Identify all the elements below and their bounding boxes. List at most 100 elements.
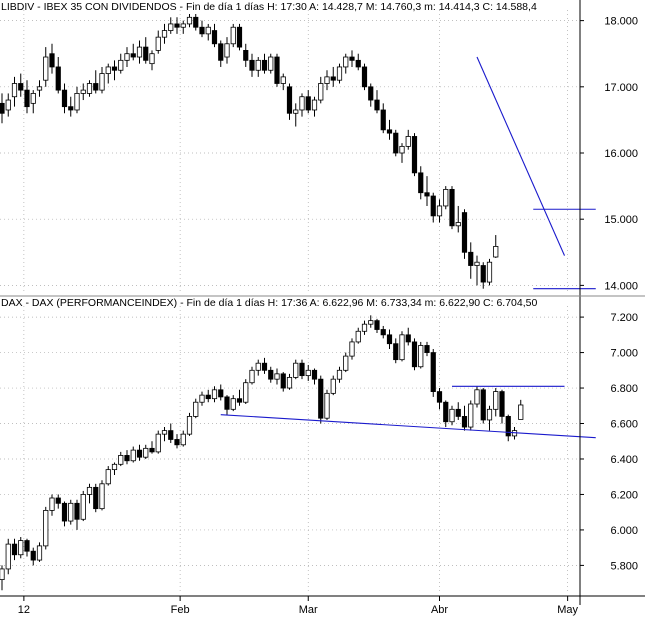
- candle-down: [149, 447, 155, 453]
- candle-up: [455, 222, 461, 227]
- candle-down: [268, 369, 274, 380]
- candle-up: [74, 93, 80, 111]
- candle-up: [286, 376, 293, 389]
- candle-up: [305, 369, 311, 377]
- candle-down: [143, 46, 149, 61]
- candle-down: [274, 56, 280, 84]
- candle-up: [205, 26, 211, 35]
- y-tick-label: 17.000: [604, 82, 638, 94]
- candle-down: [130, 53, 136, 58]
- candle-down: [374, 99, 380, 111]
- candle-down: [436, 391, 443, 403]
- candle-down: [368, 86, 374, 101]
- candle-down: [261, 59, 268, 71]
- candle-down: [393, 343, 399, 361]
- y-tick-label: 7.200: [610, 312, 638, 324]
- candle-up: [0, 568, 5, 580]
- candle-up: [149, 53, 155, 65]
- candle-down: [49, 53, 55, 68]
- candle-up: [361, 323, 368, 332]
- candle-down: [111, 66, 118, 71]
- dax-chart-header: DAX - DAX (PERFORMANCEINDEX) - Fin de dí…: [1, 297, 537, 309]
- candle-down: [430, 195, 436, 217]
- grid-lines: [0, 10, 580, 594]
- candle-down: [124, 455, 130, 462]
- candle-down: [480, 265, 486, 283]
- candle-up: [249, 369, 255, 384]
- candle-up: [324, 76, 330, 84]
- candle-down: [168, 430, 174, 440]
- candle-up: [199, 394, 205, 403]
- candle-up: [436, 205, 443, 217]
- candle-down: [74, 502, 80, 520]
- candle-down: [236, 398, 243, 403]
- x-tick-label: Feb: [171, 604, 190, 616]
- candle-down: [55, 66, 61, 91]
- candle-up: [168, 23, 174, 31]
- candle-up: [105, 66, 111, 74]
- candle-up: [474, 389, 480, 405]
- candle-up: [130, 449, 136, 462]
- candle-down: [430, 352, 436, 392]
- candle-up: [43, 56, 49, 81]
- candle-down: [305, 96, 311, 111]
- candle-down: [0, 102, 5, 114]
- candle-up: [268, 56, 274, 71]
- candle-up: [155, 433, 161, 453]
- candle-up: [99, 483, 105, 510]
- candle-down: [61, 502, 68, 522]
- candle-up: [155, 36, 161, 51]
- candle-down: [480, 389, 486, 421]
- candle-down: [393, 132, 399, 154]
- candle-down: [411, 136, 418, 174]
- candle-down: [11, 543, 18, 556]
- candle-down: [424, 345, 430, 353]
- y-tick-label: 6.200: [610, 489, 638, 501]
- candle-down: [455, 408, 461, 417]
- candle-up: [449, 408, 455, 423]
- candle-down: [505, 416, 511, 437]
- candle-up: [349, 341, 355, 357]
- candle-up: [368, 320, 374, 325]
- candle-down: [468, 251, 474, 266]
- candle-up: [243, 382, 249, 403]
- candles-layer: [0, 14, 524, 591]
- candle-down: [280, 373, 286, 389]
- candle-up: [186, 16, 193, 25]
- candle-down: [405, 334, 411, 343]
- candle-down: [205, 394, 211, 400]
- candle-up: [230, 398, 236, 410]
- candle-down: [349, 56, 355, 61]
- candle-up: [161, 430, 168, 435]
- candle-down: [24, 540, 30, 552]
- candle-down: [224, 396, 230, 410]
- candle-down: [30, 550, 36, 561]
- candle-up: [324, 392, 330, 419]
- candle-up: [399, 334, 405, 361]
- candle-down: [380, 329, 386, 336]
- candle-down: [380, 109, 386, 131]
- y-tick-label: 6.000: [610, 525, 638, 537]
- candle-down: [424, 192, 430, 197]
- candle-up: [336, 66, 343, 81]
- trendline: [220, 414, 596, 439]
- candle-up: [399, 145, 405, 154]
- candle-down: [24, 89, 30, 108]
- candle-up: [468, 403, 474, 428]
- candle-up: [136, 46, 143, 58]
- candle-up: [43, 510, 49, 547]
- candle-down: [499, 391, 505, 417]
- candle-up: [274, 373, 280, 380]
- y-tick-label: 6.600: [610, 419, 638, 431]
- candle-down: [461, 212, 468, 253]
- candle-up: [111, 463, 118, 471]
- candle-down: [93, 486, 99, 510]
- candle-down: [286, 86, 293, 114]
- candle-up: [280, 76, 286, 84]
- candle-up: [336, 369, 343, 380]
- candle-up: [99, 73, 105, 91]
- candle-up: [36, 86, 43, 91]
- candle-up: [161, 30, 168, 38]
- candle-up: [5, 543, 11, 570]
